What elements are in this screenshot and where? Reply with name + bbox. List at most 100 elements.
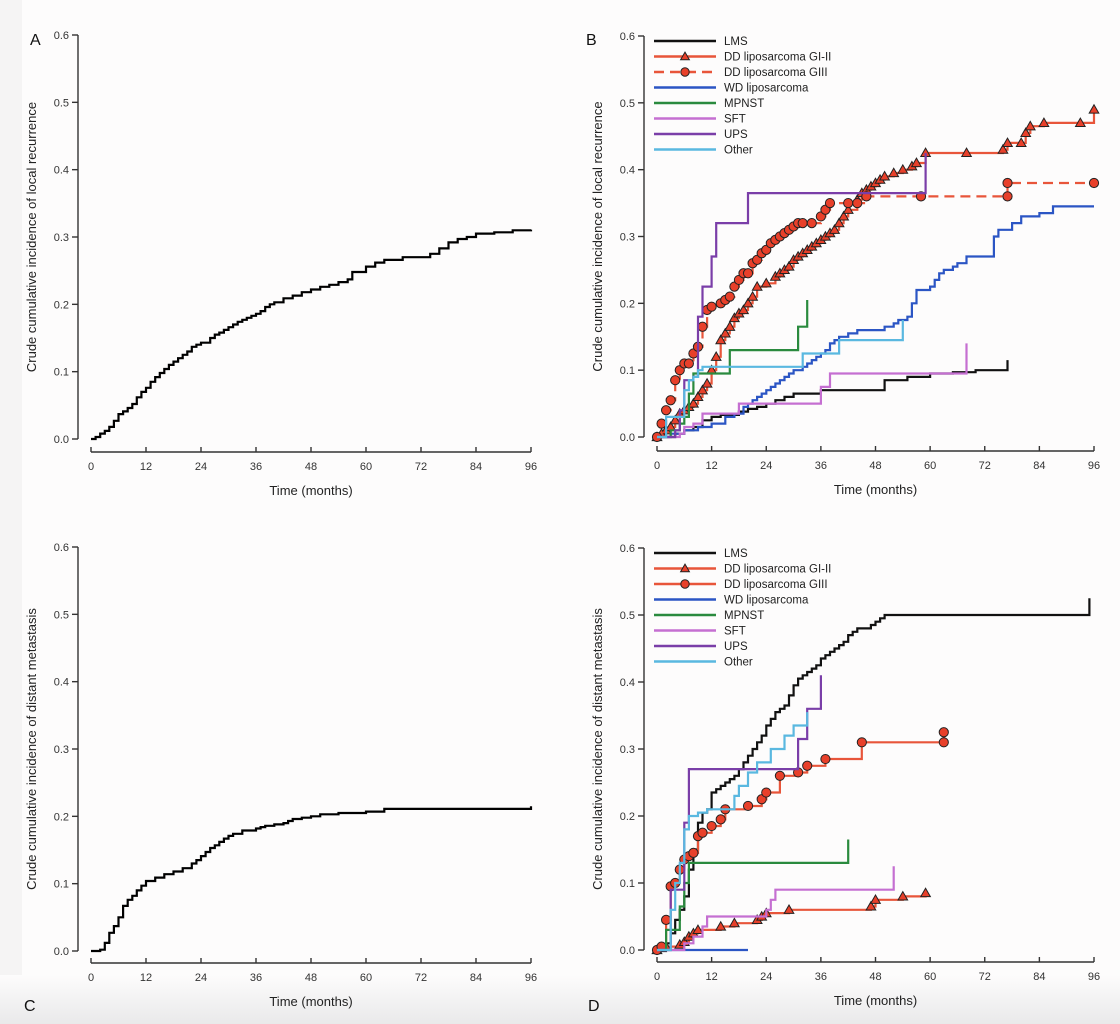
x-tick-label: 72 [979,971,991,983]
data-point-circle [824,197,836,209]
x-tick-label: 48 [869,460,881,472]
legend-label: LMS [724,36,748,48]
data-point-circle [802,760,813,771]
data-point-circle [706,301,717,312]
series-line [657,320,904,439]
x-tick-label: 12 [140,972,152,984]
data-point-circle [820,753,831,765]
series-dd-liposarcoma-giii [651,727,949,956]
series-overall [91,806,533,953]
legend-label: DD liposarcoma GI-II [724,564,831,576]
data-point-triangle [897,890,909,901]
data-point-triangle [1024,120,1036,131]
legend-label: DD liposarcoma GI-II [724,52,831,64]
y-tick-label: 0.5 [54,97,69,109]
data-point-circle [938,737,949,748]
x-tick-label: 36 [250,972,262,984]
legend-label: SFT [724,114,746,126]
y-tick-label: 0.3 [54,232,69,244]
y-tick-label: 0.6 [54,30,69,42]
series-sft [657,866,895,952]
legend-label: SFT [724,626,746,638]
x-tick-label: 48 [305,972,317,984]
x-tick-label: 84 [1033,971,1045,983]
data-point-triangle [837,210,850,221]
series-ups [657,153,927,439]
legend-label: WD liposarcoma [724,595,809,607]
series-lms [657,360,1009,439]
data-point-triangle [1015,137,1027,148]
legend-marker-triangle [679,563,691,573]
x-tick-label: 72 [415,972,427,984]
data-point-triangle [865,900,877,911]
x-tick-label: 36 [250,461,262,473]
x-tick-label: 84 [1033,460,1045,472]
y-tick-label: 0.5 [54,609,69,621]
legend-label: WD liposarcoma [724,83,809,95]
series-line [657,712,809,952]
x-tick-label: 72 [415,461,427,473]
y-tick-label: 0.5 [620,98,635,110]
data-point-circle [806,218,817,229]
data-point-triangle [692,924,704,934]
x-tick-label: 0 [88,461,94,473]
data-point-triangle [897,163,909,174]
data-point-triangle [842,203,854,214]
series-other [657,712,809,952]
data-point-circle [683,358,694,369]
x-tick-label: 24 [195,972,207,984]
y-tick-label: 0.4 [54,165,69,177]
y-tick-label: 0.1 [54,879,69,891]
panel-b: B 0.0 0.1 0.2 0.3 0.4 0.5 0.6 0 12 24 36 48 60 72 84 96 T… [586,31,1100,497]
legend-item: Other [654,657,753,669]
x-axis-label: Time (months) [269,994,352,1009]
data-point-triangle [878,170,891,181]
data-point-circle [856,737,867,748]
legend-label: DD liposarcoma GIII [724,67,828,79]
y-tick-label: 0.0 [620,432,635,444]
series-sft [657,343,968,439]
data-point-circle [724,291,735,302]
panel-label: C [24,998,36,1015]
series-line [91,229,533,441]
x-tick-label: 96 [1088,460,1100,472]
y-tick-label: 0.6 [620,31,635,43]
panel-a: A 0.0 0.1 0.2 0.3 0.4 0.5 0.6 0 12 24 36 48 60 72 84 96 T… [24,30,537,498]
y-tick-label: 0.6 [54,542,69,554]
y-tick-label: 0.1 [54,367,69,379]
legend-label: UPS [724,129,748,141]
legend-item: MPNST [654,610,764,622]
legend-label: MPNST [724,610,764,622]
data-point-triangle [737,304,750,315]
x-tick-label: 0 [654,460,660,472]
legend-item: LMS [654,548,748,560]
data-point-triangle [715,334,727,345]
legend-marker-triangle [679,51,691,61]
series-line [657,839,850,952]
y-tick-label: 0.1 [620,365,635,377]
data-point-triangle [997,143,1009,154]
x-tick-label: 84 [470,972,482,984]
bottom-band [0,975,1120,1024]
x-axis-label: Time (months) [834,482,917,497]
data-point-circle [661,914,672,925]
data-point-triangle [783,260,795,271]
data-point-triangle [746,290,759,301]
legend-item: WD liposarcoma [654,595,809,607]
x-tick-label: 60 [360,972,372,984]
data-point-triangle [783,903,795,914]
legend-item: UPS [654,641,748,653]
y-tick-label: 0.4 [620,165,635,177]
legend-item: DD liposarcoma GIII [654,67,828,79]
data-point-triangle [687,397,700,408]
series-line [657,360,1009,439]
data-point-triangle [1074,117,1087,127]
x-tick-label: 96 [525,972,537,984]
y-axis-label: Crude cumulative incidence of distant me… [590,608,605,890]
series-line [657,181,1094,439]
legend-item: LMS [654,36,748,48]
data-point-circle [715,814,726,825]
data-point-circle [665,395,676,406]
x-tick-label: 60 [924,460,936,472]
y-tick-label: 0.3 [620,232,635,244]
